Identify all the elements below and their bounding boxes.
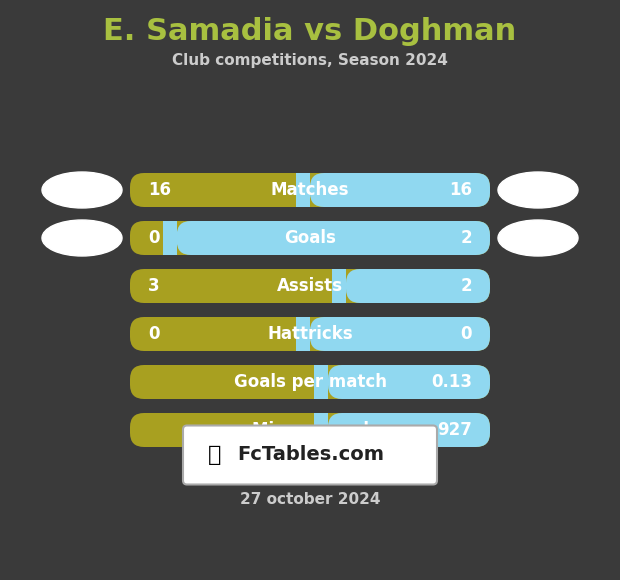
FancyBboxPatch shape <box>130 317 490 351</box>
Text: 📊: 📊 <box>208 445 222 465</box>
Bar <box>314 365 328 399</box>
Bar <box>314 413 328 447</box>
Text: 0: 0 <box>461 325 472 343</box>
Bar <box>296 173 310 207</box>
Text: E. Samadia vs Doghman: E. Samadia vs Doghman <box>104 17 516 46</box>
FancyBboxPatch shape <box>310 173 490 207</box>
FancyBboxPatch shape <box>130 221 490 255</box>
Ellipse shape <box>42 172 122 208</box>
FancyBboxPatch shape <box>328 413 490 447</box>
FancyBboxPatch shape <box>130 413 490 447</box>
Ellipse shape <box>498 172 578 208</box>
Text: Goals: Goals <box>284 229 336 247</box>
Text: 0.13: 0.13 <box>431 373 472 391</box>
Text: Min per goal: Min per goal <box>252 421 368 439</box>
FancyBboxPatch shape <box>130 365 490 399</box>
Text: FcTables.com: FcTables.com <box>237 445 384 465</box>
Text: Goals per match: Goals per match <box>234 373 386 391</box>
FancyBboxPatch shape <box>346 269 490 303</box>
FancyBboxPatch shape <box>328 365 490 399</box>
Bar <box>332 269 346 303</box>
Text: 16: 16 <box>148 181 171 199</box>
Text: Club competitions, Season 2024: Club competitions, Season 2024 <box>172 53 448 67</box>
Text: Assists: Assists <box>277 277 343 295</box>
FancyBboxPatch shape <box>310 317 490 351</box>
Text: 927: 927 <box>437 421 472 439</box>
FancyBboxPatch shape <box>130 269 490 303</box>
Text: 27 october 2024: 27 october 2024 <box>240 492 380 508</box>
Text: 2: 2 <box>461 277 472 295</box>
Ellipse shape <box>498 220 578 256</box>
Text: 2: 2 <box>461 229 472 247</box>
Bar <box>163 221 177 255</box>
Text: 0: 0 <box>148 325 159 343</box>
Text: 3: 3 <box>148 277 159 295</box>
Text: Hattricks: Hattricks <box>267 325 353 343</box>
Text: 16: 16 <box>449 181 472 199</box>
Text: Matches: Matches <box>271 181 349 199</box>
Text: 0: 0 <box>148 229 159 247</box>
FancyBboxPatch shape <box>177 221 490 255</box>
Bar <box>296 317 310 351</box>
FancyBboxPatch shape <box>130 173 490 207</box>
Ellipse shape <box>42 220 122 256</box>
FancyBboxPatch shape <box>183 426 437 484</box>
